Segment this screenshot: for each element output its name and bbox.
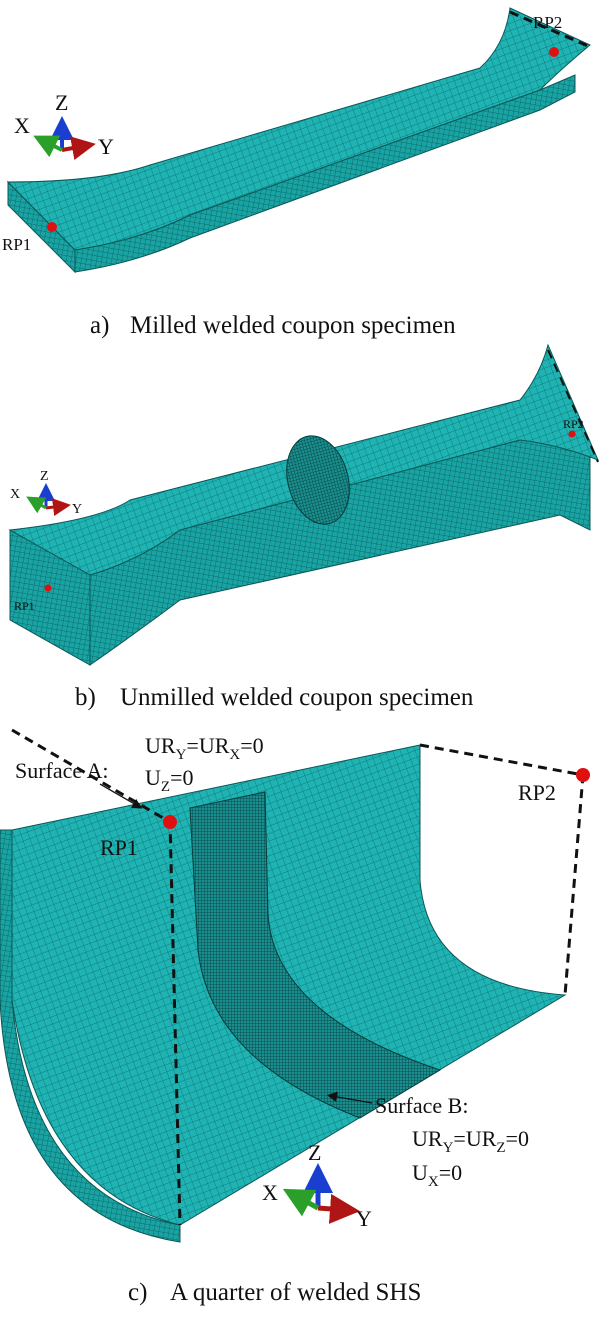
cond-text: =0	[506, 1126, 529, 1151]
caption-label: b)	[75, 684, 96, 711]
surface-a-title: Surface A:	[15, 758, 108, 783]
cond-text: U	[412, 1160, 428, 1185]
rp2-label: RP2	[518, 780, 556, 805]
panel-c: RP1 RP2 Surface A: URY=URX=0 UZ=0 Surfac…	[0, 730, 590, 1306]
rp2-point	[549, 47, 559, 57]
panel-a: RP1 RP2 Z X Y a) Milled welded coupon sp…	[2, 8, 590, 339]
cond-sub: Z	[496, 1140, 505, 1156]
cond-sub: Y	[176, 747, 187, 763]
rp1-label: RP1	[14, 599, 35, 613]
caption: Unmilled welded coupon specimen	[120, 684, 474, 711]
cond-sub: Y	[443, 1140, 454, 1156]
rp2-label: RP2	[533, 13, 562, 32]
cond-sub: X	[229, 747, 240, 763]
specimen-top	[8, 8, 590, 250]
y-arrow	[46, 506, 62, 508]
cond-sub: Z	[161, 779, 170, 795]
rp1-point	[45, 585, 52, 592]
caption: A quarter of welded SHS	[170, 1279, 421, 1306]
rp1-label: RP1	[2, 235, 31, 254]
rp2-point	[576, 768, 590, 782]
surface-b-condition: URY=URZ=0	[412, 1126, 529, 1156]
figure: RP1 RP2 Z X Y a) Milled welded coupon sp…	[0, 0, 599, 1326]
rp2-label: RP2	[563, 417, 584, 431]
surface-b-condition: UX=0	[412, 1160, 462, 1190]
axis-z: Z	[308, 1140, 321, 1165]
x-arrow	[44, 141, 62, 150]
cond-sub: X	[428, 1174, 439, 1190]
surface-a-arrow	[100, 784, 138, 806]
rp1-point	[163, 815, 177, 829]
surface-a-condition: URY=URX=0	[145, 733, 264, 763]
caption-label: c)	[128, 1279, 147, 1306]
x-arrow	[34, 501, 46, 508]
axis-y: Y	[98, 134, 114, 159]
cond-text: UR	[145, 733, 176, 758]
x-arrow	[296, 1196, 318, 1208]
axis-x: X	[10, 487, 20, 502]
cond-text: =UR	[453, 1126, 496, 1151]
rp2-point	[569, 431, 576, 438]
caption-label: a)	[90, 312, 109, 339]
axis-y: Y	[356, 1206, 372, 1231]
axis-x: X	[14, 113, 30, 138]
rp1-point	[47, 222, 57, 232]
surface-a-condition: UZ=0	[145, 765, 193, 795]
axis-y: Y	[72, 502, 82, 517]
cond-text: =0	[240, 733, 263, 758]
axis-z: Z	[55, 90, 68, 115]
cond-text: =0	[439, 1160, 462, 1185]
cond-text: =UR	[186, 733, 229, 758]
axis-z: Z	[40, 469, 49, 484]
cond-text: U	[145, 765, 161, 790]
caption: Milled welded coupon specimen	[130, 312, 456, 339]
y-arrow	[318, 1208, 345, 1210]
surface-b-title: Surface B:	[375, 1093, 468, 1118]
cond-text: =0	[170, 765, 193, 790]
cond-text: UR	[412, 1126, 443, 1151]
axis-x: X	[262, 1180, 278, 1205]
panel-b: RP1 RP2 Z X Y b) Unmilled welded coupon …	[10, 345, 598, 711]
y-arrow	[62, 146, 84, 150]
rp1-label: RP1	[100, 835, 138, 860]
